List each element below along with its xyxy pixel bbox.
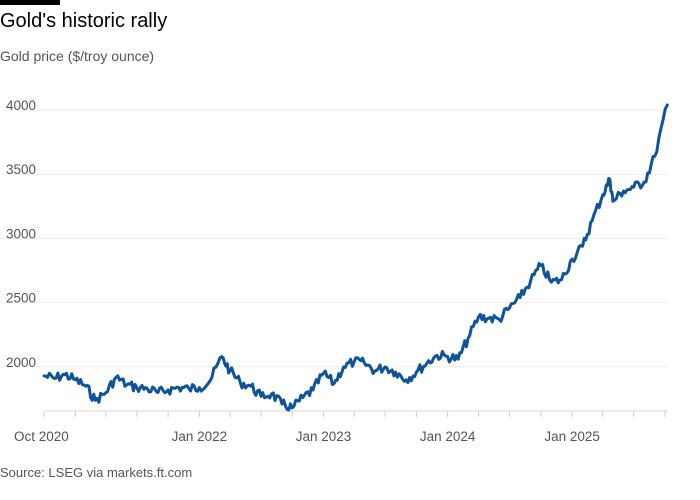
x-tick-label: Jan 2022: [172, 429, 228, 444]
series-line-gold-price: [42, 103, 669, 412]
gridlines: [0, 109, 668, 368]
y-tick-label: 2000: [6, 355, 36, 370]
brand-bar: [0, 0, 60, 5]
y-tick-label: 3500: [6, 162, 36, 177]
x-tick-label: Jan 2025: [544, 429, 600, 444]
y-tick-label: 3000: [6, 226, 36, 241]
x-tick-label: Jan 2024: [420, 429, 476, 444]
x-tick-label: Jan 2023: [296, 429, 352, 444]
y-tick-label: 2500: [6, 291, 36, 306]
chart-subtitle: Gold price ($/troy ounce): [0, 48, 155, 64]
source-note: Source: LSEG via markets.ft.com: [0, 465, 193, 480]
x-axis-ticks: Oct 2020 Jan 2022 Jan 2023 Jan 2024 Jan 2025: [14, 429, 600, 444]
x-axis-tickmarks: [43, 411, 666, 417]
series-layer: [42, 103, 669, 412]
y-axis-ticks: 2000 2500 3000 3500 4000: [6, 98, 36, 370]
y-tick-label: 4000: [6, 98, 36, 113]
x-tick-label: Oct 2020: [14, 429, 69, 444]
chart-title: Gold's historic rally: [0, 10, 168, 32]
